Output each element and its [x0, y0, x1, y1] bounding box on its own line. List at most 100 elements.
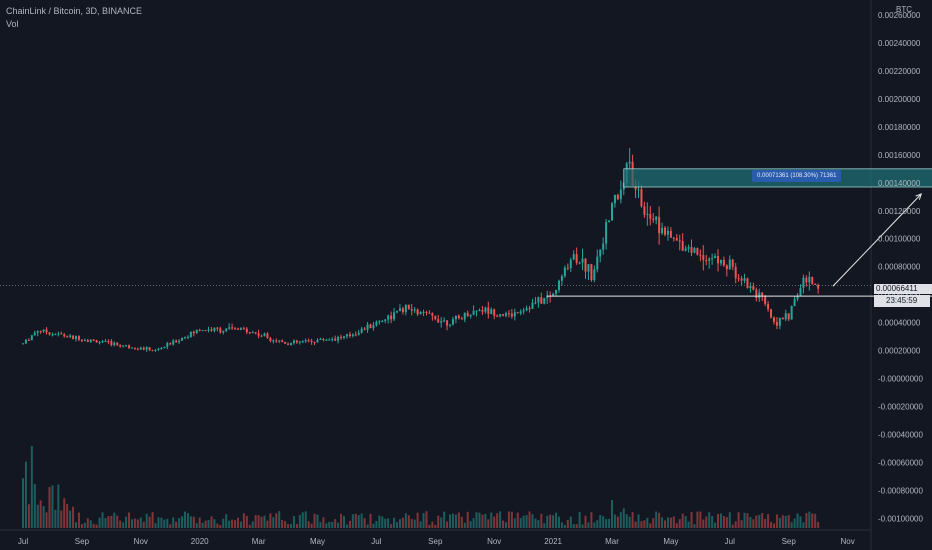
drawings [0, 168, 932, 297]
volume-bar [27, 504, 30, 528]
volume-bar [183, 511, 186, 528]
x-tick-label: 2020 [191, 537, 209, 546]
candle-body [331, 338, 334, 340]
candle-body [169, 343, 172, 345]
candle-body [504, 313, 507, 316]
volume-bar [378, 515, 381, 528]
volume-bar [428, 524, 431, 528]
candle-body [634, 185, 637, 190]
candle-body [80, 339, 83, 341]
candle-body [778, 317, 781, 326]
volume-bar [310, 523, 313, 528]
volume-bar [251, 521, 254, 528]
candle-body [578, 262, 581, 264]
candle-body [225, 328, 228, 331]
volume-bar [446, 521, 449, 528]
candle-body [666, 230, 669, 235]
projection-arrow-head [915, 193, 923, 200]
volume-bar [537, 520, 540, 528]
candle-body [413, 309, 416, 311]
candle-body [307, 340, 310, 342]
volume-bar [266, 520, 269, 528]
candle-body [540, 297, 543, 304]
candle-body [563, 267, 566, 277]
candle-body [275, 340, 278, 342]
candle-body [714, 256, 717, 259]
x-tick-label: Sep [75, 537, 90, 546]
candle-body [27, 339, 30, 341]
candle-body [401, 308, 404, 313]
candle-body [278, 340, 281, 342]
candle-body [216, 327, 219, 329]
candle-body [696, 248, 699, 255]
volume-bar [242, 513, 245, 528]
volume-bar [743, 512, 746, 528]
volume-bar [625, 514, 628, 528]
volume-bar [510, 511, 513, 528]
volume-bar [705, 516, 708, 528]
volume-bar [690, 512, 693, 528]
candle-body [39, 330, 42, 332]
projection-arrow [832, 193, 922, 287]
volume-bar [664, 520, 667, 528]
symbol-title[interactable]: ChainLink / Bitcoin, 3D, BINANCE [6, 6, 143, 16]
candle-body [210, 329, 213, 331]
volume-bar [231, 519, 234, 528]
volume-label[interactable]: Vol [6, 19, 19, 29]
candle-body [722, 259, 725, 266]
volume-bar [684, 516, 687, 528]
volume-bar [734, 521, 737, 528]
candle-body [463, 312, 466, 320]
candle-body [348, 334, 351, 337]
candle-body [313, 341, 316, 343]
candle-body [764, 296, 767, 304]
candle-body [396, 311, 399, 313]
volume-bar [357, 515, 360, 528]
y-tick-label: -0.00020000 [878, 403, 923, 412]
y-tick-label: 0.00260000 [878, 11, 921, 20]
candle-body [372, 325, 375, 329]
candle-body [643, 206, 646, 215]
volume-bar [434, 524, 437, 528]
volume-bar [440, 517, 443, 528]
candle-body [449, 324, 452, 326]
candle-body [490, 309, 493, 314]
volume-bar [611, 500, 613, 528]
volume-bar [172, 517, 175, 528]
volume-bar [113, 512, 116, 528]
candle-body [407, 304, 410, 310]
volume-bar [675, 523, 678, 528]
candle-body [101, 341, 104, 343]
candle-body [136, 348, 139, 350]
volume-bar [557, 516, 560, 528]
candle-body [628, 161, 631, 164]
volume-bar [746, 513, 749, 528]
candle-body [537, 297, 540, 303]
volume-bar [451, 513, 454, 528]
candle-body [54, 334, 57, 336]
candle-body [740, 278, 743, 281]
candle-body [116, 342, 119, 345]
candle-body [808, 276, 811, 283]
candle-body [98, 342, 101, 344]
candle-body [596, 256, 599, 270]
candle-body [351, 334, 354, 337]
volume-bar [345, 524, 348, 528]
candle-body [231, 327, 234, 329]
candle-body [466, 312, 469, 317]
candle-body [731, 259, 734, 267]
candle-body [186, 336, 189, 338]
volume-bar [222, 518, 225, 528]
volume-bar [239, 521, 242, 528]
candle-body [708, 258, 711, 261]
y-tick-label: 0.00040000 [878, 319, 921, 328]
candle-body [684, 248, 687, 251]
volume-bar [616, 516, 619, 528]
candle-body [301, 341, 304, 343]
measure-badge[interactable]: 0.00071361 (108.30%) 71361 [752, 170, 842, 182]
candle-body [142, 347, 145, 350]
volume-bar [787, 515, 790, 528]
volume-bar [528, 511, 531, 528]
